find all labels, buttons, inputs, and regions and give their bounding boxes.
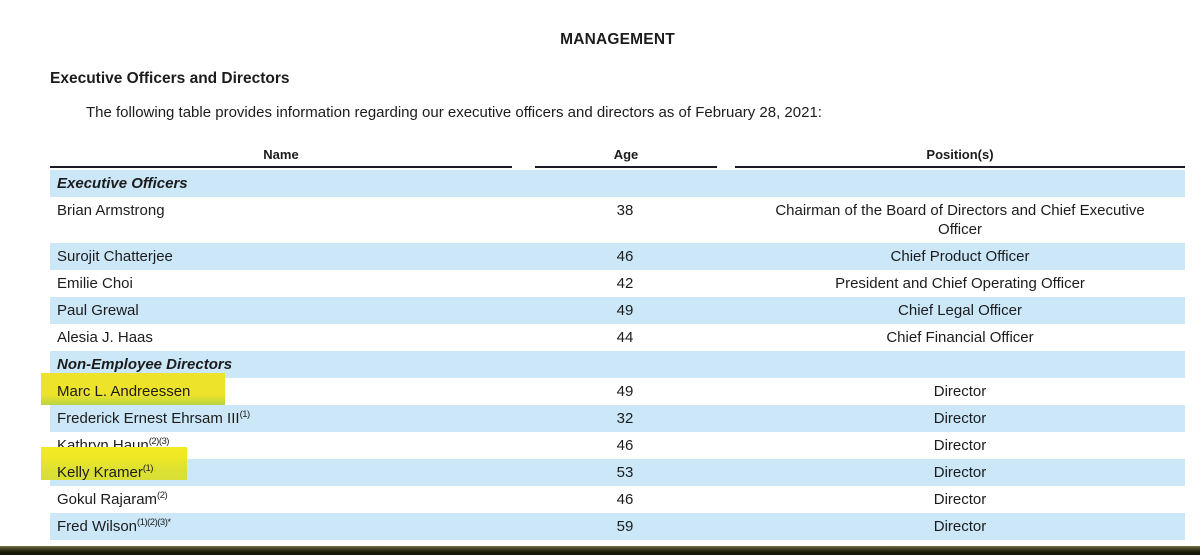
name-cell: Kelly Kramer(1) (50, 463, 515, 482)
table-section-row: Non-Employee Directors (50, 351, 1185, 378)
age-cell: 42 (616, 275, 634, 292)
footnote-ref: (1) (239, 409, 251, 420)
person-name: Frederick Ernest Ehrsam III(1) (57, 409, 251, 427)
position-text: Chief Financial Officer (886, 329, 1034, 346)
position-text: Chief Product Officer (890, 248, 1030, 265)
name-cell: Surojit Chatterjee (50, 247, 515, 266)
age-cell: 53 (616, 464, 634, 481)
table-row: Fred Wilson(1)(2)(3)* 59 Director (50, 513, 1185, 540)
position-text: Chairman of the Board of Directors and C… (775, 202, 1145, 238)
name-cell: Frederick Ernest Ehrsam III(1) (50, 409, 515, 428)
age-cell: 46 (616, 248, 634, 265)
position-text: President and Chief Operating Officer (835, 275, 1085, 292)
age-cell: 49 (616, 383, 634, 400)
table-row: Kelly Kramer(1) 53 Director (41, 447, 1185, 486)
position-text: Director (933, 410, 987, 427)
position-text: Director (933, 491, 987, 508)
bottom-dark-bar (0, 546, 1200, 555)
age-cell: 59 (616, 518, 634, 535)
position-text: Director (933, 383, 987, 400)
age-cell: 32 (616, 410, 634, 427)
position-cell: Chairman of the Board of Directors and C… (735, 201, 1185, 239)
table-header-row: Name Age Position(s) (50, 147, 1185, 168)
person-name: Kelly Kramer(1) (57, 463, 154, 481)
position-cell: Chief Financial Officer (735, 328, 1185, 347)
person-name: Marc L. Andreessen (57, 383, 191, 400)
age-cell: 49 (616, 302, 634, 319)
person-name: Paul Grewal (57, 302, 139, 319)
footnote-ref: (1) (142, 463, 154, 474)
person-name: Surojit Chatterjee (57, 248, 173, 265)
column-header-name: Name (50, 147, 512, 168)
name-cell: Brian Armstrong (50, 201, 515, 239)
table-row: Alesia J. Haas 44 Chief Financial Officer (50, 324, 1185, 351)
person-name: Fred Wilson(1)(2)(3)* (57, 517, 171, 535)
age-cell: 46 (616, 491, 634, 508)
position-text: Chief Legal Officer (898, 302, 1022, 319)
table-row: Frederick Ernest Ehrsam III(1) 32 Director (50, 405, 1185, 432)
name-cell: Paul Grewal (50, 301, 515, 320)
person-name: Emilie Choi (57, 275, 133, 292)
position-cell: Director (735, 382, 1185, 401)
position-cell: Chief Legal Officer (735, 301, 1185, 320)
table-row: Gokul Rajaram(2) 46 Director (50, 486, 1185, 513)
position-text: Director (933, 437, 987, 454)
table-row: Marc L. Andreessen 49 Director (41, 373, 1185, 405)
position-text: Director (933, 464, 987, 481)
name-cell: Fred Wilson(1)(2)(3)* (50, 517, 515, 536)
table-row: Paul Grewal 49 Chief Legal Officer (50, 297, 1185, 324)
age-cell: 46 (616, 437, 634, 454)
table-row: Brian Armstrong 38 Chairman of the Board o… (50, 197, 1185, 243)
position-cell: Director (735, 436, 1185, 455)
position-text: Director (933, 518, 987, 535)
position-cell: Director (735, 517, 1185, 536)
table-row: Kathryn Haun(2)(3) 46 Director (50, 432, 1185, 459)
table-row: Emilie Choi 42 President and Chief Operati… (50, 270, 1185, 297)
name-cell: Marc L. Andreessen (50, 382, 515, 401)
yellow-highlight (41, 373, 225, 405)
section-label: Non-Employee Directors (57, 356, 233, 373)
position-cell: Chief Product Officer (735, 247, 1185, 266)
name-cell: Gokul Rajaram(2) (50, 490, 515, 509)
footnote-ref: (2)(3) (148, 436, 170, 447)
person-name: Alesia J. Haas (57, 329, 153, 346)
column-header-age: Age (535, 147, 717, 168)
position-cell: President and Chief Operating Officer (735, 274, 1185, 293)
age-cell: 44 (616, 329, 634, 346)
age-cell: 38 (616, 202, 634, 219)
table-section-row: Executive Officers (50, 170, 1185, 197)
footnote-ref: (1)(2)(3)* (137, 517, 171, 528)
column-header-positions: Position(s) (735, 147, 1185, 168)
yellow-highlight (41, 447, 187, 480)
person-name: Brian Armstrong (57, 202, 165, 219)
section-label: Executive Officers (57, 175, 188, 192)
person-name: Gokul Rajaram(2) (57, 490, 168, 508)
position-cell: Director (735, 463, 1185, 482)
section-heading: Executive Officers and Directors (50, 70, 290, 87)
position-cell: Director (735, 490, 1185, 509)
name-cell: Emilie Choi (50, 274, 515, 293)
name-cell: Alesia J. Haas (50, 328, 515, 347)
intro-paragraph: The following table provides information… (86, 104, 822, 121)
table-body: Executive Officers Brian Armstrong 38 Chair… (41, 170, 1185, 540)
position-cell: Director (735, 409, 1185, 428)
page-title: MANAGEMENT (560, 31, 675, 48)
table-row: Surojit Chatterjee 46 Chief Product Office… (50, 243, 1185, 270)
management-table: Name Age Position(s) Executive Officers B… (41, 147, 1185, 540)
footnote-ref: (2) (157, 490, 168, 501)
